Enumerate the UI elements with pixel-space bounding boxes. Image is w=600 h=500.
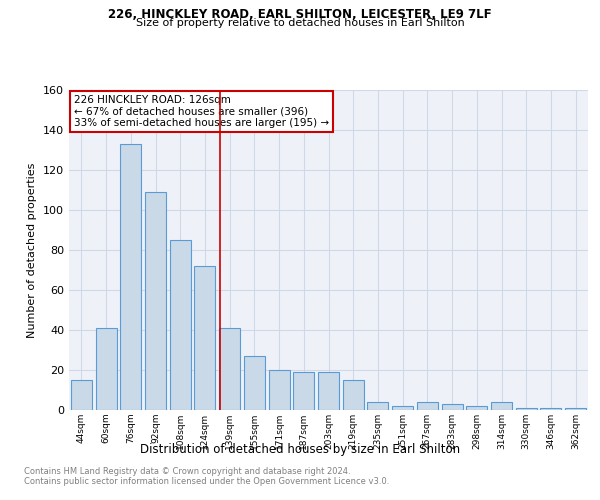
Bar [95, 328, 116, 410]
Bar [516, 408, 537, 410]
Bar [442, 404, 463, 410]
Bar [145, 192, 166, 410]
Text: 226, HINCKLEY ROAD, EARL SHILTON, LEICESTER, LE9 7LF: 226, HINCKLEY ROAD, EARL SHILTON, LEICES… [108, 8, 492, 20]
Bar [343, 380, 364, 410]
Bar [565, 408, 586, 410]
Bar [392, 406, 413, 410]
Bar [417, 402, 438, 410]
Bar [120, 144, 141, 410]
Text: Contains HM Land Registry data © Crown copyright and database right 2024.: Contains HM Land Registry data © Crown c… [24, 467, 350, 476]
Bar [219, 328, 240, 410]
Bar [541, 408, 562, 410]
Bar [170, 240, 191, 410]
Bar [244, 356, 265, 410]
Bar [71, 380, 92, 410]
Bar [194, 266, 215, 410]
Y-axis label: Number of detached properties: Number of detached properties [28, 162, 37, 338]
Bar [293, 372, 314, 410]
Text: 226 HINCKLEY ROAD: 126sqm
← 67% of detached houses are smaller (396)
33% of semi: 226 HINCKLEY ROAD: 126sqm ← 67% of detac… [74, 95, 329, 128]
Text: Size of property relative to detached houses in Earl Shilton: Size of property relative to detached ho… [136, 18, 464, 28]
Bar [466, 406, 487, 410]
Bar [269, 370, 290, 410]
Text: Contains public sector information licensed under the Open Government Licence v3: Contains public sector information licen… [24, 477, 389, 486]
Bar [491, 402, 512, 410]
Bar [367, 402, 388, 410]
Bar [318, 372, 339, 410]
Text: Distribution of detached houses by size in Earl Shilton: Distribution of detached houses by size … [140, 442, 460, 456]
